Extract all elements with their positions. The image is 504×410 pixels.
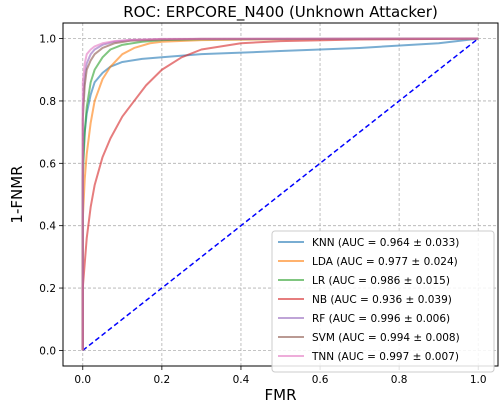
legend-label: LDA (AUC = 0.977 ± 0.024) <box>312 256 458 268</box>
x-tick-label: 0.2 <box>154 374 171 386</box>
legend: KNN (AUC = 0.964 ± 0.033) LDA (AUC = 0.97… <box>271 230 495 373</box>
legend-label: SVM (AUC = 0.994 ± 0.008) <box>312 332 460 344</box>
y-tick-label: 0.2 <box>39 283 56 295</box>
grid <box>63 23 498 366</box>
chart-title: ROC: ERPCORE_N400 (Unknown Attacker) <box>123 3 438 22</box>
y-tick-label: 0.8 <box>39 96 56 108</box>
series-line-1 <box>81 37 479 351</box>
legend-box <box>271 230 495 373</box>
y-tick-label: 0.0 <box>39 345 56 357</box>
y-tick-label: 0.4 <box>39 221 56 233</box>
series-lines <box>81 37 479 351</box>
legend-label: TNN (AUC = 0.997 ± 0.007) <box>311 351 459 363</box>
series-line-3 <box>81 37 479 351</box>
legend-label: KNN (AUC = 0.964 ± 0.033) <box>312 237 459 249</box>
series-line-6 <box>81 37 479 351</box>
reference-diagonal <box>82 38 479 351</box>
axis-ticks: 0.0 0.2 0.4 0.6 0.8 1.0 0.0 0.2 0.4 0.6 0.8 1.0 <box>39 34 486 386</box>
x-tick-label: 0.8 <box>391 374 408 386</box>
x-tick-label: 0.4 <box>233 374 250 386</box>
legend-label: RF (AUC = 0.996 ± 0.006) <box>312 313 450 325</box>
y-tick-label: 0.6 <box>39 158 56 170</box>
y-tick-label: 1.0 <box>39 34 56 46</box>
x-tick-label: 1.0 <box>470 374 487 386</box>
chance-line <box>82 38 479 351</box>
x-axis-title: FMR <box>265 386 297 404</box>
y-axis-title: 1-FNMR <box>8 165 26 223</box>
x-tick-label: 0.0 <box>74 374 91 386</box>
x-tick-label: 0.6 <box>312 374 329 386</box>
legend-label: LR (AUC = 0.986 ± 0.015) <box>312 275 450 287</box>
legend-label: NB (AUC = 0.936 ± 0.039) <box>312 294 452 306</box>
